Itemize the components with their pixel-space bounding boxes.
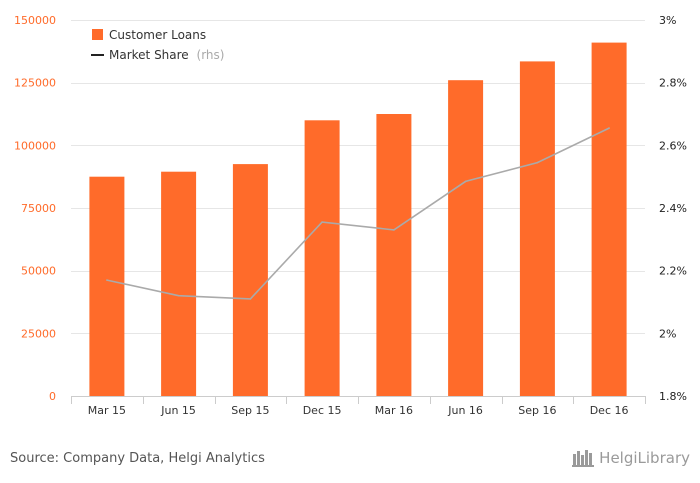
bar-sep-15 xyxy=(232,164,268,396)
legend-label-customer-loans: Customer Loans xyxy=(109,28,206,42)
left-tick-label: 25000 xyxy=(21,327,56,340)
right-tick-label: 2.4% xyxy=(659,202,687,215)
market-share-line xyxy=(106,127,610,300)
market-share-point-jun-15 xyxy=(177,294,180,297)
x-tick-label: Mar 16 xyxy=(375,404,413,417)
legend-market-share-suffix: (rhs) xyxy=(197,48,225,62)
bar-jun-16 xyxy=(448,80,484,396)
right-tick-label: 2.2% xyxy=(659,265,687,278)
left-tick-label: 0 xyxy=(49,390,56,403)
x-tick-label: Jun 15 xyxy=(160,404,196,417)
x-tick-label: Jun 16 xyxy=(447,404,483,417)
market-share-point-sep-16 xyxy=(536,161,539,164)
legend-swatch-customer-loans xyxy=(92,29,103,40)
bar-mar-16 xyxy=(376,114,412,396)
line-series-market-share xyxy=(106,127,610,300)
right-tick-label: 2% xyxy=(659,327,676,340)
bar-mar-15 xyxy=(89,176,125,396)
left-tick-label: 100000 xyxy=(14,139,56,152)
axes xyxy=(71,396,646,404)
brand-name: HelgiLibrary xyxy=(599,449,690,467)
market-share-point-jun-16 xyxy=(464,180,467,183)
right-tick-label: 2.6% xyxy=(659,139,687,152)
x-tick-label: Sep 16 xyxy=(518,404,556,417)
bar-dec-16 xyxy=(591,42,627,396)
left-tick-label: 50000 xyxy=(21,265,56,278)
footer: Source: Company Data, Helgi Analytics He… xyxy=(0,440,700,483)
left-axis-ticks: 0 25000 50000 75000 100000 125000 150000 xyxy=(14,14,56,403)
bar-series-customer-loans xyxy=(89,42,627,397)
x-tick-label: Dec 15 xyxy=(303,404,342,417)
x-tick-label: Dec 16 xyxy=(590,404,629,417)
market-share-point-dec-15 xyxy=(321,221,323,223)
market-share-point-sep-15 xyxy=(249,298,252,300)
bar-dec-15 xyxy=(304,120,340,397)
x-tick-label: Sep 15 xyxy=(231,404,269,417)
x-axis-ticks: Mar 15 Jun 15 Sep 15 Dec 15 Mar 16 Jun 16 Sep … xyxy=(88,404,629,417)
source-note: Source: Company Data, Helgi Analytics xyxy=(10,451,265,466)
bar-jun-15 xyxy=(161,171,197,396)
right-tick-label: 3% xyxy=(659,14,676,27)
left-tick-label: 75000 xyxy=(21,202,56,215)
chart: 0 25000 50000 75000 100000 125000 150000 1.8% 2… xyxy=(14,14,687,417)
market-share-point-mar-15 xyxy=(106,279,108,281)
market-share-point-dec-16 xyxy=(608,127,610,129)
left-tick-label: 150000 xyxy=(14,14,56,27)
bar-sep-16 xyxy=(519,61,555,397)
legend: Customer Loans Market Share (rhs) xyxy=(91,28,224,62)
legend-label-market-share: Market Share (rhs) xyxy=(109,48,224,62)
right-axis-ticks: 1.8% 2% 2.2% 2.4% 2.6% 2.8% 3% xyxy=(659,14,687,403)
right-tick-label: 1.8% xyxy=(659,390,687,403)
right-tick-label: 2.8% xyxy=(659,77,687,90)
market-share-point-mar-16 xyxy=(393,229,395,231)
left-tick-label: 125000 xyxy=(14,77,56,90)
brand-logo: HelgiLibrary xyxy=(572,449,690,467)
legend-market-share-name: Market Share xyxy=(109,48,189,62)
gridlines xyxy=(71,20,645,334)
library-icon xyxy=(572,450,595,467)
x-tick-label: Mar 15 xyxy=(88,404,126,417)
